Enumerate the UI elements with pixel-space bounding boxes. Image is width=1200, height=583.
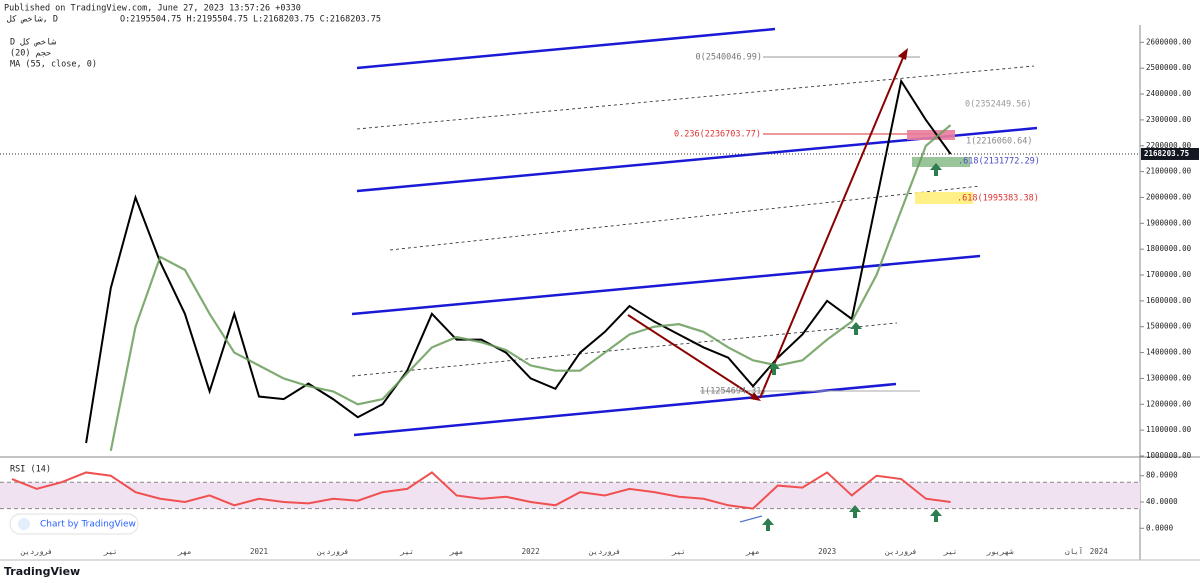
x-tick-label: آبان xyxy=(1065,546,1083,556)
arrow-head xyxy=(750,392,761,401)
y-tick-label: 1800000.00 xyxy=(1146,244,1192,253)
y-tick-label: 1600000.00 xyxy=(1146,296,1192,305)
badge-icon xyxy=(18,518,30,530)
rsi-title: RSI (14) xyxy=(10,465,51,475)
y-tick-label: 1400000.00 xyxy=(1146,348,1192,357)
arrow xyxy=(739,515,763,523)
y-tick-label: 80.0000 xyxy=(1146,471,1178,480)
zone xyxy=(912,157,970,167)
x-tick-label: 2023 xyxy=(818,547,836,556)
up-marker xyxy=(850,322,862,335)
zone xyxy=(907,130,955,140)
ohlc: O:2195504.75 H:2195504.75 L:2168203.75 C… xyxy=(120,15,381,25)
last-price-box xyxy=(1141,147,1199,160)
y-tick-label: 1000000.00 xyxy=(1146,451,1192,460)
up-marker xyxy=(930,509,942,522)
x-tick-label: 2024 xyxy=(1090,547,1109,556)
x-tick-label: شهریور xyxy=(985,547,1014,556)
up-marker xyxy=(762,518,774,531)
legend-item: MA (55, close, 0) xyxy=(10,60,97,70)
mid-line xyxy=(389,185,981,251)
symbol: شاخص کل, D xyxy=(7,15,58,25)
x-tick-label: تیر xyxy=(399,547,414,556)
y-tick-label: 2100000.00 xyxy=(1146,167,1192,176)
up-marker xyxy=(930,163,942,176)
channel-line xyxy=(353,382,897,437)
y-tick-label: 2500000.00 xyxy=(1146,63,1192,72)
y-tick-label: 40.0000 xyxy=(1146,497,1178,506)
channel-line xyxy=(356,27,776,70)
y-tick-label: 1200000.00 xyxy=(1146,399,1192,408)
x-tick-label: 2022 xyxy=(522,547,540,556)
x-tick-label: تیر xyxy=(103,547,118,556)
x-tick-label: فروردین xyxy=(316,547,349,556)
zone xyxy=(915,192,973,204)
x-tick-label: فروردین xyxy=(20,547,53,556)
y-tick-label: 2400000.00 xyxy=(1146,89,1192,98)
up-marker xyxy=(849,505,861,518)
overlays: 0(2540046.99) 0(2352449.56) 0.236(223670… xyxy=(627,48,1040,531)
y-tick-label: 2200000.00 xyxy=(1146,141,1192,150)
y-tick-label: 2600000.00 xyxy=(1146,37,1192,46)
x-tick-label: مهر xyxy=(449,547,464,556)
legend-item: D شاخص کل xyxy=(10,38,56,48)
y-tick-label: 2000000.00 xyxy=(1146,192,1192,201)
arrow xyxy=(627,314,757,399)
fib-label: 0(2352449.56) xyxy=(965,100,1032,110)
fib-label: .618(1995383.38) xyxy=(957,194,1039,204)
x-tick-label: مهر xyxy=(745,547,760,556)
series-line xyxy=(85,78,952,444)
series-line xyxy=(11,471,951,510)
y-tick-label: 2300000.00 xyxy=(1146,115,1192,124)
mid-line xyxy=(351,322,898,377)
y-tick-label: 0.0000 xyxy=(1146,523,1174,532)
x-tick-label: مهر xyxy=(177,547,192,556)
fib-label: 1(1254694.31) xyxy=(700,387,767,397)
channel-line xyxy=(351,254,981,316)
x-tick-label: فروردین xyxy=(588,547,621,556)
series-line xyxy=(109,124,952,452)
arrow-head xyxy=(898,48,908,60)
fib-label: 0.236(2236703.77) xyxy=(674,130,761,140)
y-tick-label: 1300000.00 xyxy=(1146,373,1192,382)
brand[interactable]: TradingView xyxy=(4,565,80,578)
badge[interactable]: Chart by TradingView xyxy=(9,513,139,535)
badge-box[interactable] xyxy=(9,513,139,535)
drawings xyxy=(351,27,1038,437)
mid-line xyxy=(356,65,1035,130)
y-tick-label: 1900000.00 xyxy=(1146,218,1192,227)
y-tick-label: 1700000.00 xyxy=(1146,270,1192,279)
y-tick-label: 1100000.00 xyxy=(1146,425,1192,434)
arrow xyxy=(759,52,906,399)
legend-item: (20) حجم xyxy=(10,49,51,59)
up-markers xyxy=(762,163,942,531)
fib-label: 1(2216060.64) xyxy=(966,137,1033,147)
up-marker xyxy=(768,362,780,375)
x-tick-label: 2021 xyxy=(250,547,268,556)
x-tick-label: فروردین xyxy=(884,547,917,556)
x-tick-label: تیر xyxy=(671,547,686,556)
published: Published on TradingView.com, June 27, 2… xyxy=(4,4,301,14)
fib-label: 0(2540046.99) xyxy=(695,53,762,63)
y-tick-label: 1500000.00 xyxy=(1146,322,1192,331)
series-layer: 1000000.00 1100000.00 1200000.00 1300000.00… xyxy=(0,37,1199,556)
fib-label: .618(2131772.29) xyxy=(958,157,1040,167)
badge-text[interactable]: Chart by TradingView xyxy=(40,520,136,530)
last-price-label: 2168203.75 xyxy=(1144,149,1189,158)
rsi-band xyxy=(0,482,1140,509)
x-tick-label: تیر xyxy=(943,547,958,556)
